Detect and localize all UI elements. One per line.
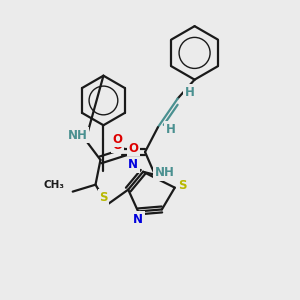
Text: NH: NH	[155, 166, 175, 179]
Text: S: S	[99, 191, 108, 204]
Text: H: H	[166, 123, 176, 136]
Text: O: O	[112, 133, 122, 146]
Text: CH₃: CH₃	[44, 180, 65, 190]
Text: S: S	[178, 179, 187, 192]
Text: NH: NH	[68, 129, 88, 142]
Text: O: O	[128, 142, 138, 154]
Text: H: H	[185, 86, 195, 99]
Text: O: O	[112, 139, 122, 152]
Text: N: N	[133, 213, 143, 226]
Text: N: N	[128, 158, 138, 171]
